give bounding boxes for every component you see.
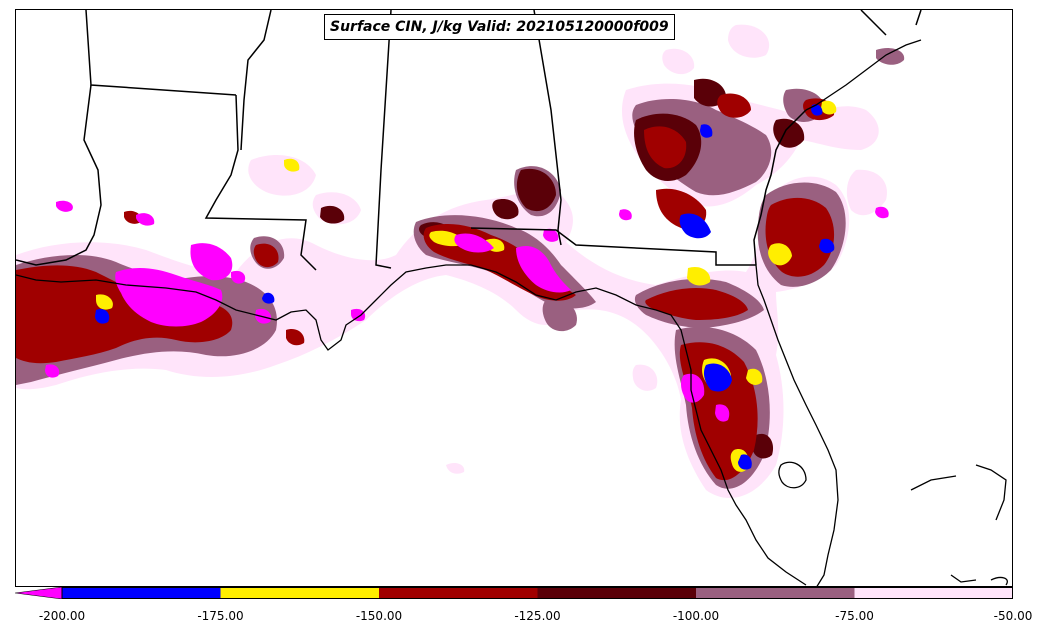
colorbar-bin [696,587,855,599]
colorbar-under-arrow [15,587,63,599]
colorbar-tick-label: -175.00 [197,609,244,623]
colorbar-bin [62,587,221,599]
colorbar-tick-label: -150.00 [355,609,403,623]
colorbar-tick-label: -50.00 [993,609,1033,623]
colorbar-tick-label: -75.00 [835,609,874,623]
colorbar [15,587,1013,599]
coastline [16,39,1008,586]
colorbar-border [61,587,1013,599]
colorbar-bin [220,587,379,599]
map-panel [15,9,1013,587]
colorbar-bin [537,587,696,599]
cin-field-magenta [45,200,889,422]
colorbar-bin [854,587,1013,599]
colorbar-tick-label: -125.00 [514,609,561,623]
colorbar-bin [379,587,538,599]
map-title: Surface CIN, J/kg Valid: 202105120000f00… [324,14,675,40]
cin-map [16,10,1008,586]
cin-field-blue [95,104,835,470]
colorbar-tick-label: -100.00 [672,609,720,623]
state-boundaries [16,10,922,271]
colorbar-tick-label: -200.00 [38,609,86,623]
